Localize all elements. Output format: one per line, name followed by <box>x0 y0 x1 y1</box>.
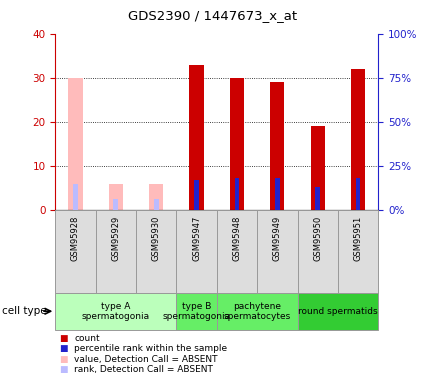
Bar <box>230 78 244 210</box>
Bar <box>68 78 82 210</box>
Bar <box>311 126 325 210</box>
Bar <box>194 180 199 210</box>
Text: ■: ■ <box>60 365 68 374</box>
Bar <box>275 178 280 210</box>
Text: GSM95928: GSM95928 <box>71 216 80 261</box>
Bar <box>298 210 338 292</box>
Text: GSM95951: GSM95951 <box>354 216 363 261</box>
Text: round spermatids: round spermatids <box>298 307 378 316</box>
Text: type A
spermatogonia: type A spermatogonia <box>82 302 150 321</box>
Bar <box>351 69 365 210</box>
Text: ■: ■ <box>60 355 68 364</box>
Bar <box>55 210 96 292</box>
Text: ■: ■ <box>60 334 68 343</box>
Bar <box>190 64 204 210</box>
Bar <box>257 210 298 292</box>
Bar <box>298 292 378 330</box>
Text: percentile rank within the sample: percentile rank within the sample <box>74 344 227 353</box>
Bar <box>149 184 163 210</box>
Bar <box>356 178 360 210</box>
Text: GDS2390 / 1447673_x_at: GDS2390 / 1447673_x_at <box>128 9 297 22</box>
Text: GSM95930: GSM95930 <box>152 216 161 261</box>
Text: pachytene
spermatocytes: pachytene spermatocytes <box>224 302 291 321</box>
Bar <box>315 187 320 210</box>
Bar <box>235 178 239 210</box>
Text: count: count <box>74 334 100 343</box>
Text: cell type: cell type <box>2 306 47 316</box>
Bar <box>176 210 217 292</box>
Text: value, Detection Call = ABSENT: value, Detection Call = ABSENT <box>74 355 218 364</box>
Bar <box>217 292 298 330</box>
Text: rank, Detection Call = ABSENT: rank, Detection Call = ABSENT <box>74 365 213 374</box>
Bar <box>73 184 78 210</box>
Bar <box>176 292 217 330</box>
Bar <box>96 210 136 292</box>
Text: GSM95947: GSM95947 <box>192 216 201 261</box>
Text: type B
spermatogonia: type B spermatogonia <box>162 302 231 321</box>
Bar <box>113 200 118 210</box>
Text: GSM95949: GSM95949 <box>273 216 282 261</box>
Text: GSM95929: GSM95929 <box>111 216 120 261</box>
Bar <box>109 184 123 210</box>
Bar <box>55 292 176 330</box>
Text: GSM95948: GSM95948 <box>232 216 241 261</box>
Bar <box>217 210 257 292</box>
Bar <box>136 210 176 292</box>
Bar <box>270 82 284 210</box>
Bar <box>338 210 378 292</box>
Text: ■: ■ <box>60 344 68 353</box>
Text: GSM95950: GSM95950 <box>313 216 322 261</box>
Bar <box>154 200 159 210</box>
